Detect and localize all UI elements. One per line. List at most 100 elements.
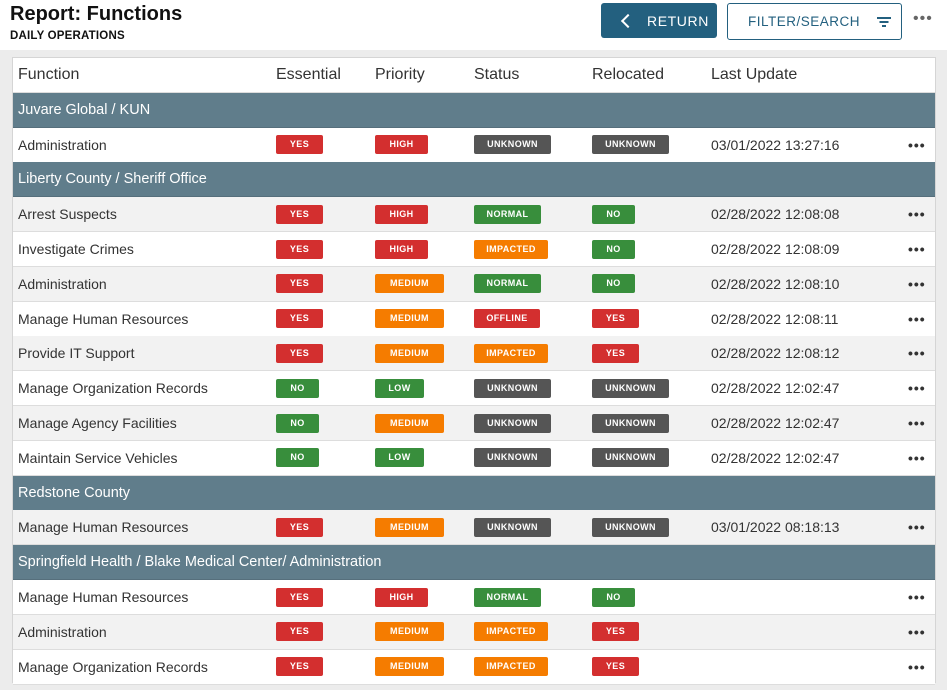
priority-badge: MEDIUM bbox=[375, 657, 444, 677]
table-row[interactable]: Manage Human Resources YES MEDIUM UNKNOWN UN… bbox=[13, 510, 935, 546]
group-header-row[interactable]: Springfield Health / Blake Medical Cente… bbox=[13, 545, 935, 581]
column-header-relocated[interactable]: Relocated bbox=[592, 66, 665, 83]
table-row[interactable]: Manage Organization Records YES MEDIUM IMPA… bbox=[13, 649, 935, 685]
essential-cell: YES bbox=[276, 197, 323, 231]
row-more-options-icon[interactable]: ••• bbox=[908, 241, 926, 257]
last-update: 03/01/2022 13:27:16 bbox=[711, 136, 840, 153]
status-badge: NORMAL bbox=[474, 204, 541, 224]
status-badge: OFFLINE bbox=[474, 309, 540, 329]
function-name: Manage Organization Records bbox=[18, 658, 208, 675]
table-row[interactable]: Manage Human Resources YES HIGH NORMAL NO ••• bbox=[13, 580, 935, 615]
column-header-essential[interactable]: Essential bbox=[276, 66, 341, 83]
functions-table: Function Essential Priority Status Reloc… bbox=[12, 57, 936, 685]
priority-badge: HIGH bbox=[375, 587, 428, 607]
relocated-badge: NO bbox=[592, 239, 635, 259]
row-more-options-icon[interactable]: ••• bbox=[908, 136, 926, 153]
priority-cell: MEDIUM bbox=[375, 267, 444, 301]
last-update: 02/28/2022 12:08:12 bbox=[711, 345, 840, 362]
column-header-last-update[interactable]: Last Update bbox=[711, 66, 798, 83]
priority-cell: LOW bbox=[375, 441, 424, 475]
priority-cell: LOW bbox=[375, 371, 424, 405]
essential-cell: YES bbox=[276, 302, 323, 336]
status-badge: NORMAL bbox=[474, 587, 541, 607]
status-cell: IMPACTED bbox=[474, 232, 548, 266]
chevron-left-icon bbox=[620, 13, 636, 28]
group-header-row[interactable]: Juvare Global / KUN bbox=[13, 92, 935, 128]
filter-search-button[interactable]: FILTER/SEARCH bbox=[727, 3, 902, 40]
row-more-options-icon[interactable]: ••• bbox=[908, 345, 926, 362]
relocated-cell: NO bbox=[592, 232, 635, 266]
essential-badge: YES bbox=[276, 239, 323, 259]
column-header-function[interactable]: Function bbox=[18, 66, 80, 83]
relocated-badge: UNKNOWN bbox=[592, 413, 669, 433]
table-row[interactable]: Manage Human Resources YES MEDIUM OFFLINE YE… bbox=[13, 301, 935, 337]
column-header-status[interactable]: Status bbox=[474, 66, 520, 83]
relocated-cell: NO bbox=[592, 197, 635, 231]
row-more-options-icon[interactable]: ••• bbox=[908, 310, 926, 327]
relocated-cell: UNKNOWN bbox=[592, 441, 669, 475]
table-row[interactable]: Maintain Service Vehicles NO LOW UNKNOWN UNK… bbox=[13, 440, 935, 476]
row-more-options-icon[interactable]: ••• bbox=[908, 206, 926, 223]
relocated-cell: YES bbox=[592, 302, 639, 336]
last-update: 02/28/2022 12:02:47 bbox=[711, 380, 840, 397]
filter-search-label: FILTER/SEARCH bbox=[748, 14, 861, 29]
essential-cell: YES bbox=[276, 336, 323, 370]
row-more-options-icon[interactable]: ••• bbox=[908, 658, 926, 675]
table-header-row: Function Essential Priority Status Reloc… bbox=[13, 58, 935, 93]
essential-cell: NO bbox=[276, 441, 319, 475]
relocated-badge: UNKNOWN bbox=[592, 378, 669, 398]
column-header-priority[interactable]: Priority bbox=[375, 66, 425, 83]
status-cell: IMPACTED bbox=[474, 615, 548, 649]
essential-cell: YES bbox=[276, 615, 323, 649]
priority-cell: MEDIUM bbox=[375, 336, 444, 370]
last-update: 02/28/2022 12:08:10 bbox=[711, 275, 840, 292]
return-button[interactable]: RETURN bbox=[601, 3, 717, 38]
priority-cell: MEDIUM bbox=[375, 650, 444, 684]
essential-badge: NO bbox=[276, 413, 319, 433]
priority-cell: MEDIUM bbox=[375, 615, 444, 649]
essential-badge: YES bbox=[276, 517, 323, 537]
relocated-badge: UNKNOWN bbox=[592, 517, 669, 537]
return-button-label: RETURN bbox=[647, 12, 709, 29]
table-row[interactable]: Administration YES HIGH UNKNOWN UNKNOWN 03/01… bbox=[13, 127, 935, 163]
priority-badge: HIGH bbox=[375, 239, 428, 259]
row-more-options-icon[interactable]: ••• bbox=[908, 519, 926, 536]
status-badge: IMPACTED bbox=[474, 657, 548, 677]
row-more-options-icon[interactable]: ••• bbox=[908, 623, 926, 640]
row-more-options-icon[interactable]: ••• bbox=[908, 589, 926, 605]
group-name: Liberty County / Sheriff Office bbox=[18, 171, 207, 188]
essential-cell: YES bbox=[276, 650, 323, 684]
priority-cell: HIGH bbox=[375, 232, 428, 266]
priority-badge: LOW bbox=[375, 378, 424, 398]
group-header-row[interactable]: Redstone County bbox=[13, 475, 935, 511]
row-more-options-icon[interactable]: ••• bbox=[908, 449, 926, 466]
filter-icon bbox=[877, 16, 892, 27]
table-row[interactable]: Administration YES MEDIUM NORMAL NO 02/28/202… bbox=[13, 266, 935, 302]
table-row[interactable]: Arrest Suspects YES HIGH NORMAL NO 02/28/2022… bbox=[13, 197, 935, 233]
group-header-row[interactable]: Liberty County / Sheriff Office bbox=[13, 162, 935, 198]
table-row[interactable]: Manage Agency Facilities NO MEDIUM UNKNOWN U… bbox=[13, 406, 935, 441]
status-badge: IMPACTED bbox=[474, 622, 548, 642]
function-name: Manage Organization Records bbox=[18, 380, 208, 397]
relocated-cell: YES bbox=[592, 650, 639, 684]
relocated-badge: YES bbox=[592, 309, 639, 329]
status-badge: UNKNOWN bbox=[474, 448, 551, 468]
priority-badge: HIGH bbox=[375, 135, 428, 155]
row-more-options-icon[interactable]: ••• bbox=[908, 275, 926, 292]
table-row[interactable]: Investigate Crimes YES HIGH IMPACTED NO 02/28… bbox=[13, 232, 935, 267]
table-row[interactable]: Manage Organization Records NO LOW UNKNOWN U… bbox=[13, 371, 935, 407]
priority-badge: HIGH bbox=[375, 204, 428, 224]
function-name: Administration bbox=[18, 136, 107, 153]
essential-cell: NO bbox=[276, 371, 319, 405]
table-row[interactable]: Provide IT Support YES MEDIUM IMPACTED YES 02… bbox=[13, 336, 935, 372]
priority-badge: MEDIUM bbox=[375, 274, 444, 294]
essential-badge: NO bbox=[276, 448, 319, 468]
row-more-options-icon[interactable]: ••• bbox=[908, 415, 926, 431]
row-more-options-icon[interactable]: ••• bbox=[908, 380, 926, 397]
more-options-icon[interactable]: ••• bbox=[913, 10, 933, 27]
relocated-cell: UNKNOWN bbox=[592, 128, 669, 162]
table-row[interactable]: Administration YES MEDIUM IMPACTED YES ••• bbox=[13, 614, 935, 650]
essential-badge: YES bbox=[276, 204, 323, 224]
function-name: Investigate Crimes bbox=[18, 241, 134, 257]
last-update: 02/28/2022 12:08:08 bbox=[711, 206, 840, 223]
